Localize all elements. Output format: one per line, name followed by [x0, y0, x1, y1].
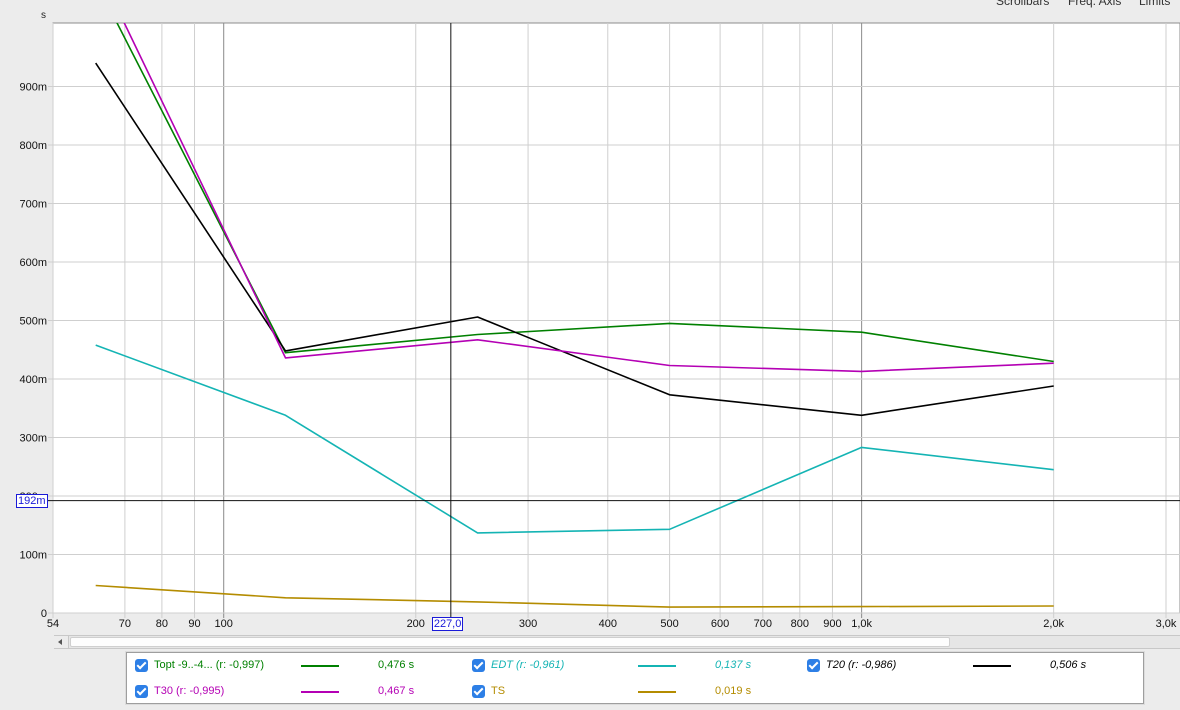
- legend-entry: Topt -9..-4... (r: -0,997) 0,476 s: [135, 656, 455, 674]
- legend-series-value: 0,476 s: [378, 659, 415, 671]
- legend-checkbox[interactable]: [472, 685, 485, 698]
- x-tick-label: 700: [754, 618, 772, 630]
- legend-series-value: 0,019 s: [715, 685, 752, 697]
- x-tick-label: 400: [599, 618, 617, 630]
- legend-series-name: T20 (r: -0,986): [826, 659, 897, 671]
- x-tick-label: 200: [407, 618, 425, 630]
- x-tick-label: 70: [119, 618, 131, 630]
- cursor-crosshair[interactable]: [45, 23, 1180, 621]
- legend-series-value: 0,137 s: [715, 659, 752, 671]
- plot-area[interactable]: [52, 22, 1180, 614]
- legend-checkbox[interactable]: [807, 659, 820, 672]
- legend-series-value: 0,506 s: [1050, 659, 1087, 671]
- legend-panel: Topt -9..-4... (r: -0,997) 0,476 s EDT (r:…: [126, 652, 1144, 704]
- x-tick-label: 2,0k: [1043, 618, 1064, 630]
- top-toolbar: Scrollbars Freq. Axis Limits: [0, 0, 1180, 12]
- legend-checkbox[interactable]: [135, 685, 148, 698]
- scrollbar-thumb[interactable]: [70, 637, 950, 647]
- y-tick-label: 300m: [19, 433, 47, 445]
- x-tick-label: 3,0k: [1156, 618, 1177, 630]
- y-tick-label: 0: [41, 608, 47, 620]
- x-tick-label: 900: [823, 618, 841, 630]
- legend-color-swatch: [301, 665, 339, 667]
- legend-color-swatch: [638, 691, 676, 693]
- x-tick-label: 80: [156, 618, 168, 630]
- x-tick-label: 54: [47, 618, 59, 630]
- y-tick-label: 400m: [19, 374, 47, 386]
- x-tick-label: 90: [188, 618, 200, 630]
- x-tick-label: 100: [215, 618, 233, 630]
- legend-series-name: T30 (r: -0,995): [154, 685, 225, 697]
- legend-checkbox[interactable]: [135, 659, 148, 672]
- x-tick-label: 800: [791, 618, 809, 630]
- legend-entry: EDT (r: -0,961) 0,137 s: [472, 656, 792, 674]
- y-axis-unit: s: [41, 10, 46, 21]
- y-axis-tick-labels: 0100m200m300m400m500m600m700m800m900m: [19, 82, 47, 621]
- x-tick-label: 600: [711, 618, 729, 630]
- horizontal-scrollbar[interactable]: [54, 635, 1180, 649]
- legend-color-swatch: [301, 691, 339, 693]
- legend-series-name: Topt -9..-4... (r: -0,997): [154, 659, 265, 671]
- y-tick-label: 600m: [19, 257, 47, 269]
- series-line: [95, 344, 1054, 534]
- legend-entry: TS 0,019 s: [472, 682, 792, 700]
- y-tick-label: 800m: [19, 140, 47, 152]
- decay-time-chart[interactable]: 54 70 80 90 100 200 300 400 500 600 700 800 900 1,0k 2…: [0, 0, 1180, 635]
- legend-color-swatch: [638, 665, 676, 667]
- legend-entry: T30 (r: -0,995) 0,467 s: [135, 682, 455, 700]
- scrollbars-menu[interactable]: Scrollbars: [996, 0, 1050, 8]
- y-tick-label: 700m: [19, 199, 47, 211]
- series-lines: [95, 23, 1054, 608]
- series-line: [123, 23, 1054, 373]
- series-line: [95, 62, 1054, 417]
- legend-entry: T20 (r: -0,986) 0,506 s: [807, 656, 1127, 674]
- series-line: [95, 584, 1054, 608]
- y-tick-label: 900m: [19, 82, 47, 94]
- x-tick-label: 300: [519, 618, 537, 630]
- legend-color-swatch: [973, 665, 1011, 667]
- legend-series-name: EDT (r: -0,961): [491, 659, 565, 671]
- cursor-y-readout: 192m: [16, 493, 48, 508]
- y-tick-label: 100m: [19, 550, 47, 562]
- legend-checkbox[interactable]: [472, 659, 485, 672]
- x-tick-label: 1,0k: [851, 618, 872, 630]
- cursor-x-readout: 227,0: [431, 617, 464, 631]
- scroll-left-arrow-icon[interactable]: [54, 636, 69, 648]
- legend-series-value: 0,467 s: [378, 685, 415, 697]
- freq-axis-menu[interactable]: Freq. Axis: [1068, 0, 1122, 8]
- limits-menu[interactable]: Limits: [1139, 0, 1171, 8]
- y-tick-label: 500m: [19, 316, 47, 328]
- x-axis-tick-labels: 54 70 80 90 100 200 300 400 500 600 700 800 900 1,0k 2…: [47, 618, 1177, 630]
- legend-series-name: TS: [491, 685, 506, 697]
- x-tick-label: 500: [660, 618, 678, 630]
- grid-lines: [48, 23, 1180, 618]
